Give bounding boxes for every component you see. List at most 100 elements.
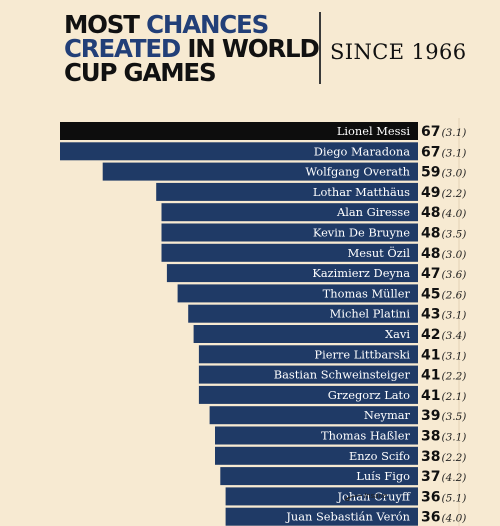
bar-category-label: Juan Sebastián Verón [285,510,410,524]
bar-category-label: Diego Maradona [314,144,410,158]
bar-category-label: Xavi [385,327,410,341]
bar-value: 36 [421,510,440,526]
annotation-arrowhead [344,496,350,501]
bar-value: 38 [421,449,440,465]
title-line: CUP GAMES [64,60,314,85]
bar-secondary-value: (3.1) [441,432,466,444]
bar-secondary-value: (3.0) [441,249,466,261]
bar-category-label: Bastian Schweinsteiger [274,368,411,382]
bar-value-label: 49(2.2) [421,185,466,201]
bar [188,304,418,323]
bar-category-label: Mesut Özil [348,246,411,260]
bar-secondary-value: (4.2) [441,472,466,484]
bar-category-label: Alan Giresse [336,205,410,219]
bar-value-label: 36(5.1) [421,489,466,505]
bar-category-label: Neymar [364,408,411,422]
bar [102,162,418,181]
bar [198,345,418,364]
bar-value-label: 45(2.6) [421,286,466,302]
bar-secondary-value: (2.6) [441,289,466,301]
bar [161,223,418,242]
bar-category-label: Wolfgang Overath [305,165,410,179]
bar-value-label: 41(3.1) [421,347,466,363]
bar-value: 67 [421,124,440,140]
bar-value-label: 41(2.1) [421,388,466,404]
bar-value-label: 48(3.5) [421,226,466,242]
bar-value: 48 [421,226,440,242]
bar [215,446,418,465]
bar-value-label: 47(3.6) [421,266,466,282]
bar-value: 67 [421,144,440,160]
title-line: MOST CHANCES [64,10,314,39]
bar [60,122,418,140]
bar-category-label: Grzegorz Lato [328,388,410,402]
bar-secondary-value: (2.2) [441,371,466,383]
bar-category-label: Lothar Matthäus [313,185,410,199]
bar-value-label: 36(4.0) [421,510,466,526]
bar [60,142,418,161]
bar-category-label: Thomas Müller [323,286,411,300]
bar-value: 45 [421,286,440,302]
title-word: IN WORLD [180,34,319,63]
bar [166,264,418,283]
bar-value: 39 [421,408,440,424]
title-word: MOST [64,10,147,39]
bar [225,487,418,506]
bar-value-label: 48(4.0) [421,205,466,221]
bar-secondary-value: (3.1) [441,350,466,362]
bar [193,325,418,343]
bar-value-label: 37(4.2) [421,469,466,485]
annotation-text: Insane. [364,492,389,500]
title-divider [319,12,321,84]
bar-secondary-value: (4.0) [441,513,466,525]
bar-value-label: 42(3.4) [421,327,466,343]
bar-secondary-value: (5.1) [441,492,466,504]
bar-value: 48 [421,205,440,221]
bar [215,426,418,445]
bar-value-label: 59(3.0) [421,165,466,181]
chart-subtitle: SINCE 1966 [330,40,467,64]
bar-value: 41 [421,368,440,384]
bar-value-label: 48(3.0) [421,246,466,262]
bar-value: 37 [421,469,440,485]
bar-secondary-value: (2.2) [441,452,466,464]
bar-category-label: Lionel Messi [337,124,411,138]
bar [225,507,418,526]
title-line: CREATED IN WORLD [64,34,320,63]
bar-secondary-value: (2.2) [441,188,466,200]
bar-value: 59 [421,165,440,181]
bar-secondary-value: (3.1) [441,310,466,322]
bar [198,385,418,404]
bar-value: 49 [421,185,440,201]
bar-secondary-value: (3.1) [441,147,466,159]
chart-title: MOST CHANCES CREATED IN WORLD CUP GAMES [64,10,320,85]
bar-value-label: 67(3.1) [421,144,466,160]
bar-value: 41 [421,388,440,404]
bar [161,243,418,262]
title-accent-word: CREATED [64,34,181,63]
bar-category-label: Thomas Haßler [321,429,411,443]
bar-value-label: 43(3.1) [421,307,466,323]
bar-category-label: Kazimierz Deyna [312,266,410,280]
bar-secondary-value: (3.5) [441,411,466,423]
bar-secondary-value: (3.1) [441,127,466,139]
bar-secondary-value: (2.1) [441,391,466,403]
bar-value-label: 41(2.2) [421,368,466,384]
bar [220,467,418,486]
bar [161,203,418,222]
bar-value: 47 [421,266,440,282]
bar-category-label: Kevin De Bruyne [313,226,410,240]
bar-value: 43 [421,307,440,323]
bar-secondary-value: (3.6) [441,269,466,281]
bar-value: 42 [421,327,440,343]
bar-category-label: Michel Platini [330,307,411,321]
bar [198,365,418,384]
bar-value-label: 38(2.2) [421,449,466,465]
bar [156,182,418,201]
bar-value-label: 67(3.1) [421,124,466,140]
bar [177,284,418,303]
bar-category-label: Luís Figo [356,469,410,483]
bar-category-label: Johan Cruyff [336,489,410,503]
bar-secondary-value: (3.4) [441,330,466,342]
